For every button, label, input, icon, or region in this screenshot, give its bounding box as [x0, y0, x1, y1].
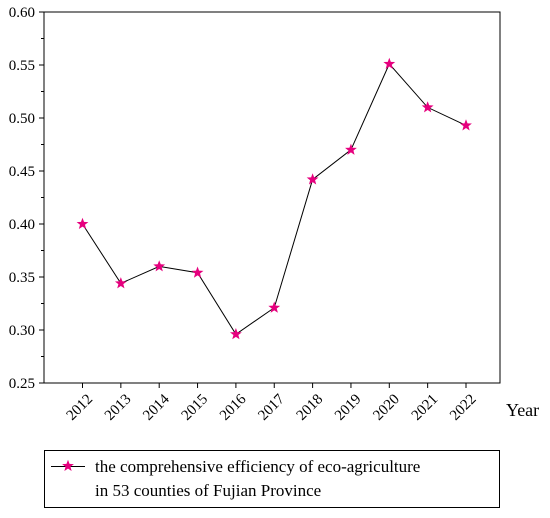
data-point-star: [230, 328, 242, 340]
series-markers: [76, 57, 472, 340]
x-tick-label: 2012: [64, 391, 97, 424]
y-tick-label: 0.45: [9, 164, 35, 180]
data-point-star: [460, 119, 472, 131]
legend: the comprehensive efficiency of eco-agri…: [44, 450, 500, 508]
x-tick-label: 2022: [447, 391, 480, 424]
x-tick-label: 2018: [294, 391, 327, 424]
y-tick-label: 0.35: [9, 270, 35, 286]
series-line: [82, 63, 467, 335]
line-chart: 0.250.300.350.400.450.500.550.60 2012 201…: [9, 5, 539, 424]
data-point-star: [76, 217, 89, 230]
data-point-star: [383, 57, 396, 69]
x-tick-label: 2014: [140, 391, 173, 424]
y-tick-label: 0.50: [9, 111, 35, 127]
x-tick-label: 2016: [217, 391, 250, 424]
x-tick-label: 2021: [409, 391, 442, 424]
data-point-star: [153, 260, 166, 272]
legend-label-line-2: in 53 counties of Fujian Province: [95, 481, 322, 500]
x-tick-label: 2017: [255, 391, 288, 424]
data-point-star: [114, 277, 127, 289]
data-point-star: [191, 266, 204, 278]
x-tick-label: 2020: [370, 391, 403, 424]
y-tick-label: 0.55: [9, 58, 35, 74]
data-point-star: [345, 143, 357, 155]
legend-label: the comprehensive efficiency of eco-agri…: [95, 455, 495, 503]
data-point-star: [306, 173, 319, 185]
y-tick-label: 0.40: [9, 217, 35, 233]
y-tick-label: 0.30: [9, 323, 35, 339]
x-axis: 2012 2013 2014 2015 2016 2017 2018 2019 2020 2021…: [64, 383, 480, 424]
data-point-star: [268, 301, 281, 313]
x-tick-label: 2013: [102, 391, 135, 424]
data-point-star: [421, 101, 434, 113]
plot-frame: [43, 11, 501, 384]
y-tick-label: 0.60: [9, 5, 35, 21]
x-axis-label: Year: [506, 400, 539, 420]
y-axis: 0.25 0.30 0.35 0.40 0.45 0.50 0.55 0.60: [9, 5, 44, 392]
y-tick-label: 0.25: [9, 376, 35, 392]
x-tick-label: 2019: [332, 391, 365, 424]
x-tick-label: 2015: [179, 391, 212, 424]
legend-star-icon: [62, 459, 74, 472]
legend-label-line-1: the comprehensive efficiency of eco-agri…: [95, 457, 421, 476]
